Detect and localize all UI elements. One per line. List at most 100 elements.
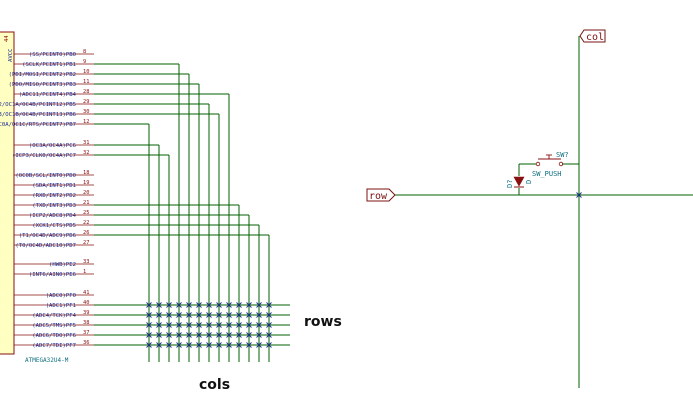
matrix-crossing [226,342,232,348]
matrix-crossing [196,322,202,328]
pin-number: 41 [83,290,90,296]
matrix-crossing [256,322,262,328]
pin-number: 38 [83,320,90,326]
pin-name: (ICP3/CLK0/OC4A)PC7 [12,153,76,159]
pin-number: 9 [83,59,86,65]
mcu-body [0,31,15,355]
pin-name: (OC3A/OC4A)PC6 [29,143,76,149]
matrix-crossing [196,332,202,338]
pin-name: (PDO/MISO/PCINT3)PB3 [9,82,76,88]
matrix-crossing [166,332,172,338]
matrix-crossing [216,332,222,338]
diode-ref: D? [506,180,514,188]
matrix-crossing [256,312,262,318]
matrix-crossing [226,332,232,338]
matrix-crossing [246,312,252,318]
matrix-crossing [146,332,152,338]
pin-number: 20 [83,190,90,196]
wires [94,63,290,362]
matrix-crossing [226,302,232,308]
matrix-crossings [146,302,272,348]
pin-name: (ADC13/OC1B/OC4B/PCINT13)PB6 [0,112,76,118]
pin-number: 1 [83,269,86,275]
pin-number: 31 [83,140,90,146]
switch-ref: SW? [556,151,569,159]
pin-number: 12 [83,119,90,125]
key-cell: col row SW? SW_PUSH D? D [366,29,693,388]
pin-name: (ADC1)PF1 [46,303,76,309]
matrix-crossing [206,342,212,348]
matrix-crossing [236,342,242,348]
matrix-crossing [196,302,202,308]
push-switch: SW? SW_PUSH [519,151,579,178]
diode-value: D [525,180,533,184]
matrix-crossing [166,312,172,318]
pin-name: (TXD/INT3)PD3 [32,203,76,209]
pin-number: 18 [83,170,90,176]
pin-name: (XCK1/CTS)PD5 [32,223,76,229]
pin-name: (ADC4/TCK)PF4 [32,313,76,319]
matrix-crossing [176,302,182,308]
pin-name: (ADC12/OC1A/OC4B/PCINT12)PB5 [0,102,76,108]
pin-number: 30 [83,109,90,115]
col-net-label: col [579,29,606,43]
mcu-part-label: ATMEGA32U4-M [25,357,69,364]
matrix-crossing [206,332,212,338]
matrix-crossing [156,342,162,348]
pin-number: 25 [83,210,90,216]
matrix-crossing [236,322,242,328]
matrix-crossing [256,332,262,338]
matrix-crossing [236,332,242,338]
pin-number: 8 [83,49,86,55]
pin-number: 36 [83,340,90,346]
pin-name: (SS/PCINT0)PB0 [29,52,76,58]
pin-number: 32 [83,150,90,156]
pin-name: (T1/OC4D/ADC9)PD6 [19,233,76,239]
matrix-crossing [216,302,222,308]
matrix-crossing [226,312,232,318]
mcu-pin-list: (SS/PCINT0)PB0 8 (SCLK/PCINT1)PB1 9 (PDI/MOS… [0,49,94,349]
matrix-crossing [266,332,272,338]
matrix-crossing [256,302,262,308]
matrix-crossing [256,342,262,348]
pin-number: 37 [83,330,90,336]
matrix-crossing [186,312,192,318]
row-net-text: row [369,191,388,202]
pin-number: 26 [83,230,90,236]
matrix-crossing [176,322,182,328]
mcu-symbol: 44 AVCC (SS/PCINT0)PB0 8 (SCLK/PCINT1)PB1 9… [0,31,94,364]
pin-name: (OC0B/SCL/INT0)PD0 [15,173,76,179]
matrix-crossing [226,322,232,328]
pin-name: (ADC0)PF0 [46,293,76,299]
pin-number: 19 [83,180,90,186]
diode: D? D [506,164,533,195]
matrix-crossing [196,342,202,348]
matrix-crossing [196,312,202,318]
mcu-top-pin-num: 44 [4,36,10,43]
matrix-crossing [166,322,172,328]
pin-number: 28 [83,89,90,95]
matrix-crossing [186,302,192,308]
pin-name: (OC0A/OC1C/RTS/PCINT7)PB7 [0,122,76,128]
matrix-crossing [236,302,242,308]
matrix-crossing [206,322,212,328]
matrix-crossing [146,302,152,308]
matrix-crossing [146,342,152,348]
pin-number: 29 [83,99,90,105]
mcu-top-pin-name: AVCC [8,49,14,62]
pin-name: (SDA/INT1)PD1 [32,183,76,189]
pin-name: (HWB)PE2 [49,262,76,268]
matrix-crossing [176,342,182,348]
pin-number: 33 [83,259,90,265]
matrix-crossing [166,302,172,308]
pin-number: 21 [83,200,90,206]
matrix-crossing [216,342,222,348]
pin-name: (T0/OC4D/ADC10)PD7 [15,243,76,249]
matrix-crossing [266,342,272,348]
matrix-crossing [206,312,212,318]
matrix-crossing [216,322,222,328]
matrix-crossing [186,322,192,328]
pin-number: 11 [83,79,90,85]
row-net-label: row [366,188,396,202]
